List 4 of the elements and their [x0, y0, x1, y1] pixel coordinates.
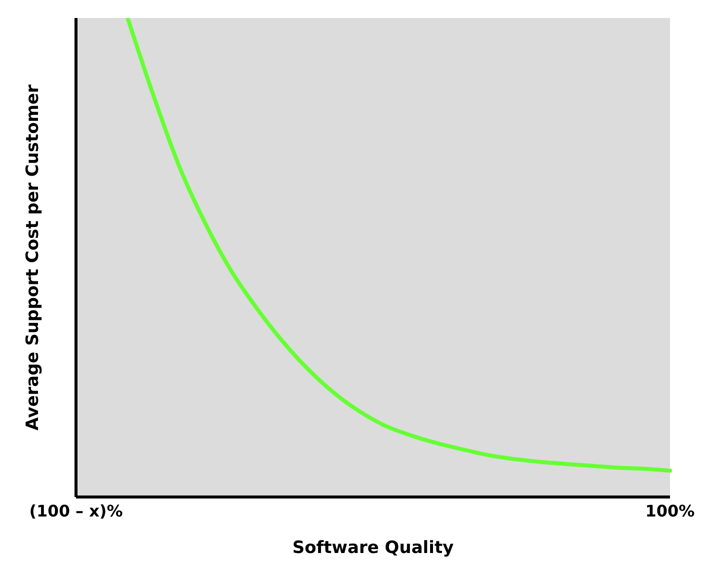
y-axis-title: Average Support Cost per Customer: [23, 84, 44, 430]
x-tick-label: (100 – x)%: [29, 501, 123, 520]
x-axis-title: Software Quality: [292, 538, 454, 558]
x-tick-label: 100%: [645, 501, 695, 520]
